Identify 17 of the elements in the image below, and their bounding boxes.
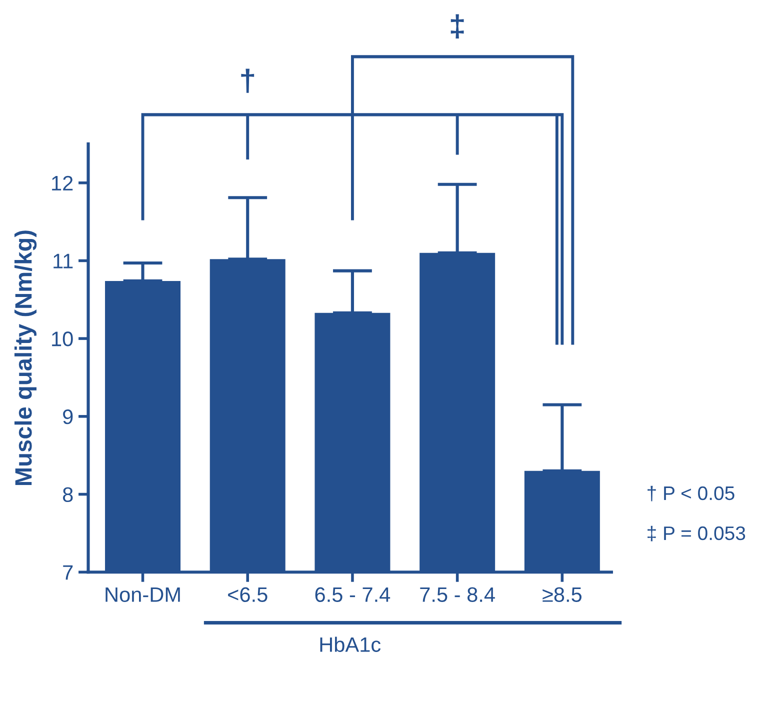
y-tick-label: 8 bbox=[62, 487, 73, 502]
x-tick-label: <6.5 bbox=[228, 587, 268, 602]
x-tick-label: ≥8.5 bbox=[542, 587, 582, 602]
y-axis-title: Muscle quality (Nm/kg) bbox=[14, 230, 37, 485]
y-tick-label: 12 bbox=[52, 176, 73, 190]
text: † P < 0.05 bbox=[648, 486, 734, 502]
text: ‡ P = 0.053 bbox=[648, 526, 746, 542]
text: ‡ bbox=[450, 14, 464, 38]
x-tick-label: Non-DM bbox=[106, 587, 180, 602]
x-tick-label: 7.5 - 8.4 bbox=[420, 587, 495, 602]
text: † bbox=[241, 68, 254, 93]
y-tick-label: 9 bbox=[63, 409, 73, 424]
y-tick-label: 10 bbox=[52, 332, 73, 346]
y-tick-label: 7 bbox=[63, 565, 73, 580]
x-tick-label: 6.5 - 7.4 bbox=[315, 587, 390, 602]
y-tick-label: 11 bbox=[54, 254, 73, 268]
x-axis-title: HbA1c bbox=[320, 636, 381, 652]
